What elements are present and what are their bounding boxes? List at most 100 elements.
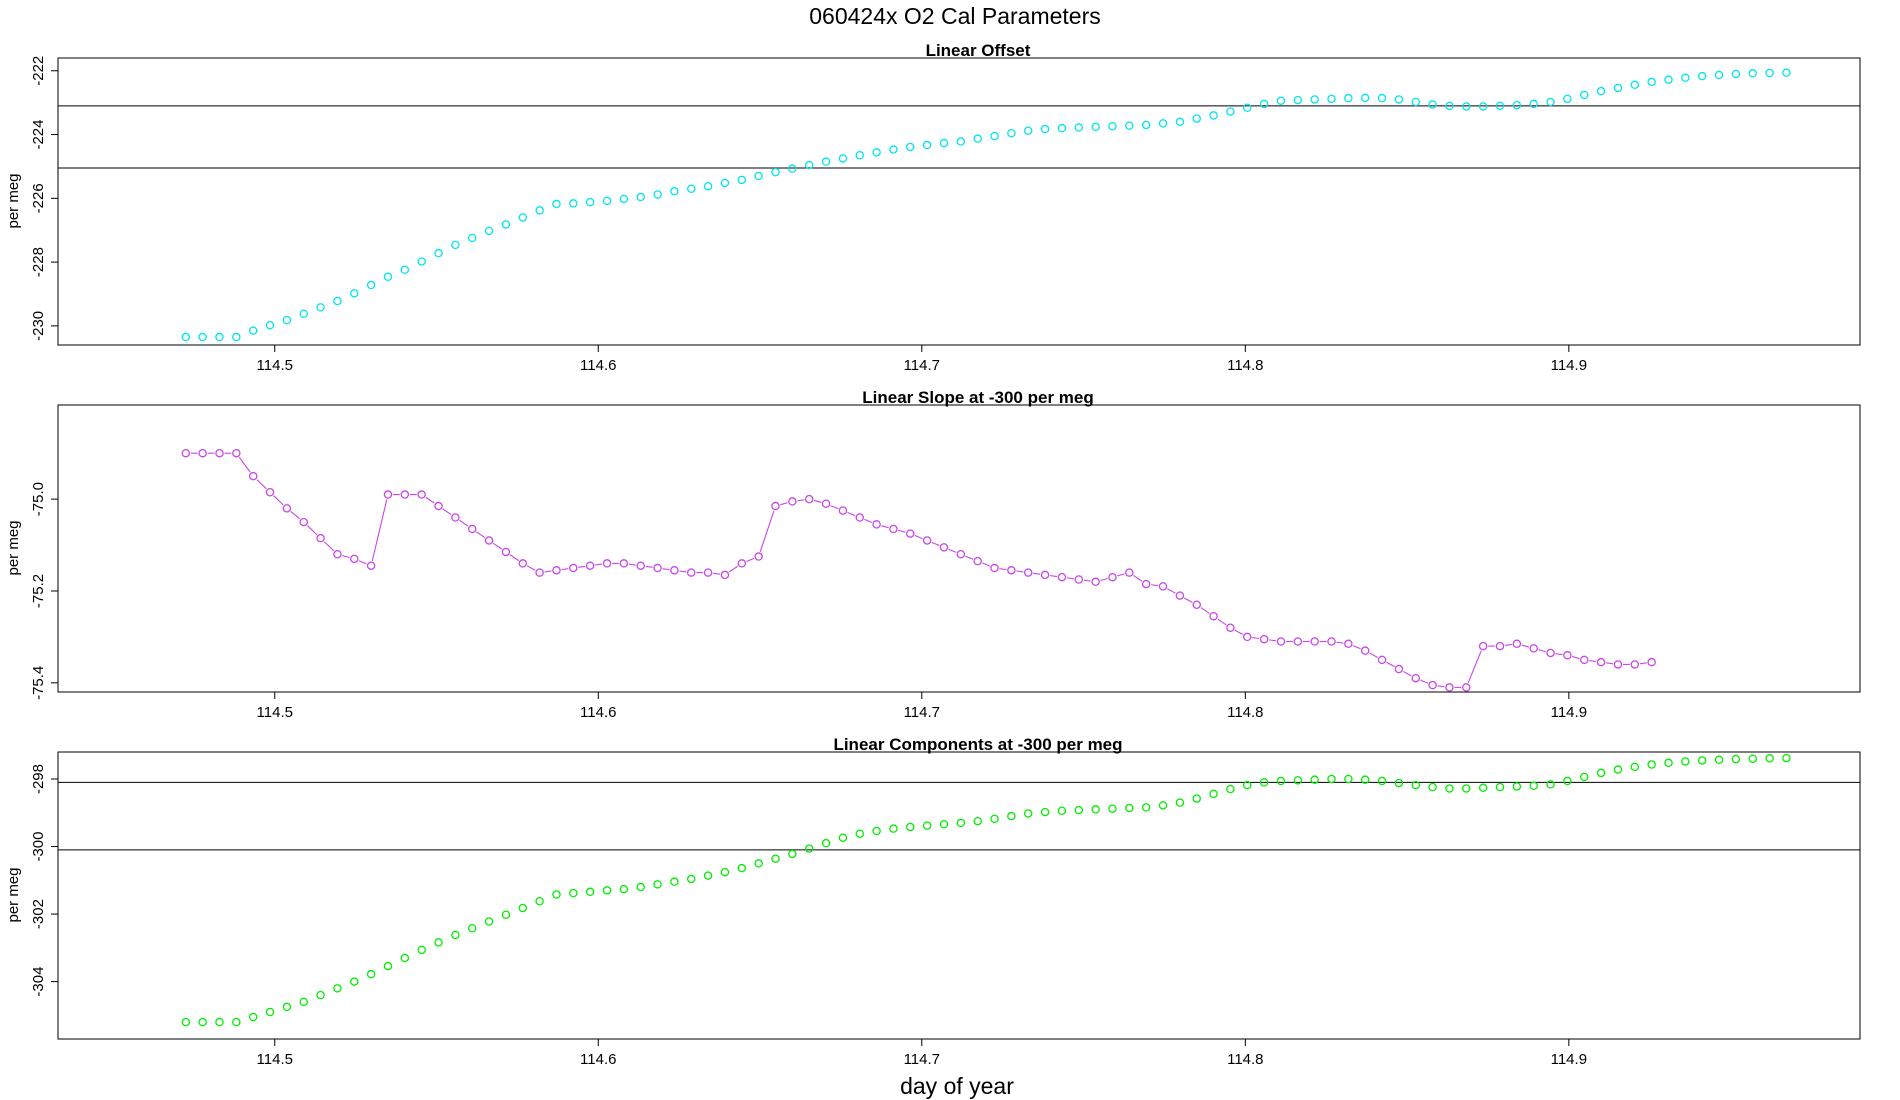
series-line-segment	[1234, 629, 1244, 635]
series-line-segment	[492, 542, 503, 550]
series-line-segment	[561, 568, 569, 571]
data-point	[1209, 611, 1218, 621]
data-point	[1209, 111, 1218, 120]
series-line-segment	[780, 502, 788, 506]
series-line-segment	[1268, 639, 1277, 642]
data-point	[198, 1017, 207, 1027]
series-line-segment	[982, 562, 991, 567]
data-point	[1411, 673, 1421, 683]
series-line-segment	[881, 525, 889, 529]
data-point	[1007, 566, 1016, 575]
data-point	[1023, 809, 1033, 818]
data-point	[552, 890, 561, 899]
data-point	[350, 289, 359, 298]
series-line-segment	[746, 557, 755, 563]
series-line-segment	[1639, 662, 1647, 665]
series-line-segment	[1033, 572, 1041, 575]
series-line-segment	[914, 534, 923, 540]
data-point	[737, 175, 747, 185]
data-point	[350, 977, 359, 986]
y-tick-label: -230	[30, 311, 47, 341]
data-point	[1057, 572, 1067, 582]
x-tick-label: 114.6	[580, 357, 616, 374]
data-point	[788, 164, 797, 173]
data-point	[821, 499, 831, 508]
data-point	[1141, 803, 1151, 812]
series-line-segment	[1200, 607, 1210, 614]
data-point	[484, 536, 494, 545]
data-point	[788, 497, 797, 506]
data-point	[1091, 577, 1100, 587]
data-point	[922, 140, 932, 150]
x-tick-label: 114.9	[1551, 704, 1587, 721]
data-point	[636, 192, 645, 202]
data-point	[821, 838, 831, 848]
data-point	[1259, 99, 1269, 109]
data-point	[501, 220, 511, 229]
data-point	[1445, 784, 1454, 793]
data-point	[720, 570, 730, 580]
data-point	[585, 887, 595, 897]
data-point	[1141, 120, 1151, 130]
data-point	[1748, 754, 1757, 764]
data-point	[1158, 119, 1168, 128]
data-point	[1681, 757, 1690, 766]
data-point	[754, 171, 763, 181]
data-point	[653, 563, 662, 573]
data-point	[1360, 93, 1370, 103]
data-point	[1765, 754, 1774, 763]
data-point	[1141, 579, 1151, 589]
data-point	[1529, 644, 1538, 653]
panel-title: Linear Slope at -300 per meg	[862, 388, 1093, 407]
data-point	[451, 240, 460, 250]
series-line-segment	[358, 560, 367, 565]
x-tick-label: 114.5	[257, 1051, 293, 1068]
data-point	[737, 559, 747, 568]
series-line-segment	[1083, 579, 1091, 582]
series-line-segment	[306, 525, 318, 536]
series-line-segment	[371, 499, 388, 561]
data-point	[1243, 780, 1252, 790]
data-point	[1445, 101, 1454, 111]
x-tick-label: 114.6	[580, 704, 616, 721]
data-point	[1748, 69, 1757, 78]
y-tick-label: -226	[30, 183, 47, 213]
series-line-segment	[526, 565, 536, 571]
y-tick-label: -224	[30, 120, 47, 150]
data-point	[838, 506, 848, 515]
series-line-segment	[595, 563, 603, 566]
data-point	[467, 924, 477, 933]
data-point	[973, 556, 982, 566]
plot-box	[57, 404, 1861, 693]
data-point	[1310, 95, 1319, 104]
data-point	[703, 568, 713, 577]
data-point	[1714, 70, 1724, 80]
data-point	[990, 563, 999, 573]
data-point	[1125, 803, 1134, 813]
data-point	[451, 930, 460, 940]
data-point	[1579, 655, 1589, 665]
data-point	[922, 821, 932, 830]
data-point	[1125, 568, 1134, 577]
series-line-segment	[1217, 618, 1227, 626]
data-point	[1495, 641, 1505, 651]
y-axis-label: per meg	[5, 867, 22, 922]
series-line-segment	[1386, 661, 1395, 668]
data-point	[1462, 784, 1471, 793]
data-point	[1259, 778, 1269, 787]
data-point	[636, 561, 645, 570]
data-point	[754, 552, 763, 561]
data-point	[434, 938, 443, 947]
data-point	[956, 549, 966, 559]
x-tick-label: 114.5	[257, 357, 293, 374]
data-point	[535, 206, 544, 215]
series-line-segment	[1420, 679, 1429, 684]
data-point	[636, 882, 645, 892]
series-line-segment	[442, 508, 452, 516]
x-tick-label: 114.7	[904, 704, 940, 721]
y-axis-label: per meg	[5, 520, 22, 575]
x-tick-label: 114.7	[904, 1051, 940, 1068]
data-point	[855, 513, 864, 522]
data-point	[1647, 77, 1656, 87]
